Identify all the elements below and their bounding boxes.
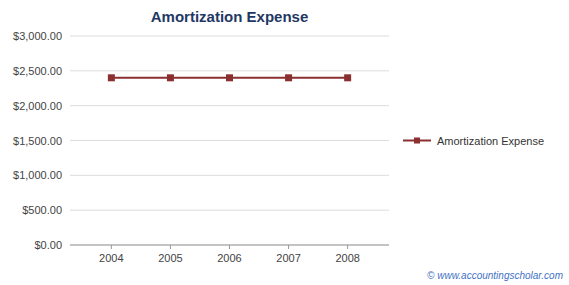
grid-line [70,210,389,211]
y-tick-label: $1,500.00 [13,135,62,147]
y-tick-label: $0.00 [34,239,62,251]
point [344,74,351,81]
x-tick-label: 2005 [158,252,182,264]
y-tick-label: $2,500.00 [13,65,62,77]
x-tick [111,245,112,249]
x-tick [288,245,289,249]
y-tick-label: $3,000.00 [13,30,62,42]
grid-line [70,175,389,176]
x-tick-label: 2007 [276,252,300,264]
point [226,74,233,81]
x-ticks: 2004 2005 2006 2007 2008 [99,245,360,264]
point [285,74,292,81]
legend-marker [414,138,420,144]
y-tick-label: $1,000.00 [13,169,62,181]
x-tick-label: 2004 [99,252,123,264]
y-grid [70,36,389,245]
legend-label: Amortization Expense [437,135,544,147]
x-tick-label: 2008 [335,252,359,264]
title: Amortization Expense [151,8,309,25]
grid-line [70,105,389,106]
x-tick-label: 2006 [217,252,241,264]
legend: Amortization Expense [403,135,544,147]
chart: $0.00 $500.00 $1,000.00 $1,500.00 $2,000.00 $… [0,0,569,285]
grid-line [70,36,389,37]
x-tick [229,245,230,249]
page: {"chart_data": {"type": "line", "title":… [0,0,569,285]
y-tick-label: $500.00 [22,204,62,216]
x-tick [347,245,348,249]
y-tick-label: $2,000.00 [13,100,62,112]
grid-line [70,70,389,71]
point [108,74,115,81]
y-tick-labels: $0.00 $500.00 $1,000.00 $1,500.00 $2,000.00 $… [13,30,62,251]
x-tick [170,245,171,249]
watermark: © www.accountingscholar.com [427,270,563,281]
point [167,74,174,81]
plot-area [108,74,351,81]
grid-line [70,140,389,141]
